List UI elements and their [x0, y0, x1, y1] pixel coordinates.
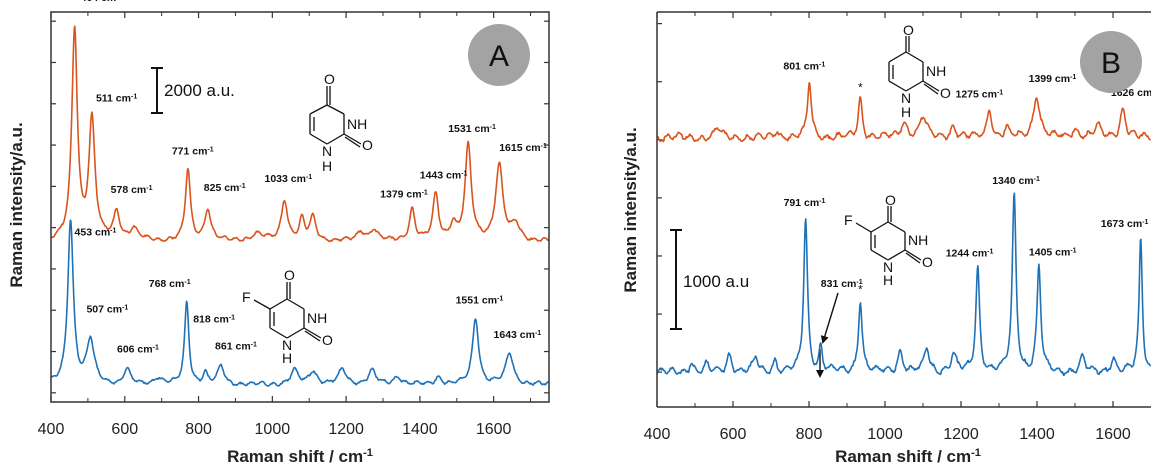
fu-h-b: H: [883, 272, 893, 288]
fu-n-a: N: [282, 337, 292, 353]
panel-b-y-axis-title: Raman intensity/a.u.: [621, 127, 640, 292]
panel-a-plot-area: 400 600 800 1000 1200 1400 1600 464 cm-1 511 cm-…: [38, 0, 824, 438]
panel-b-fluorouracil-structure: [855, 206, 922, 264]
panel-a-peak-label: 507 cm-1: [86, 303, 128, 315]
panel-b-peak-label: 801 cm-1: [783, 60, 825, 72]
panel-a-x-tick-label: 1400: [402, 421, 438, 438]
fu-o-top-a: O: [284, 267, 295, 283]
panel-b-x-tick-label: 1600: [1095, 426, 1131, 443]
panel-a-peak-label: 1443 cm-1: [420, 169, 468, 181]
panel-b-star-marker: *: [858, 81, 863, 95]
uracil-o-top-b: O: [903, 22, 914, 38]
panel-a-peak-label: 606 cm-1: [117, 343, 159, 355]
panel-a: Raman intensity/a.u. Raman shift / cm-1 …: [7, 0, 824, 466]
panel-a-peak-label: 1643 cm-1: [494, 329, 542, 341]
panel-a-peak-label: 771 cm-1: [172, 145, 214, 157]
panel-b-peak-label: 1399 cm-1: [1029, 73, 1077, 85]
panel-b-peak-label: 1405 cm-1: [1029, 247, 1077, 259]
panel-b-peak-label: 1673 cm-1: [1101, 218, 1149, 230]
fu-o-top-b: O: [885, 192, 896, 208]
uracil-o-top-a: O: [324, 71, 335, 87]
panel-a-x-tick-label: 1000: [255, 421, 291, 438]
fu-n-b: N: [883, 259, 893, 275]
panel-b-peak-label: 831 cm-1: [821, 278, 863, 290]
panel-a-y-axis-title: Raman intensity/a.u.: [7, 122, 26, 287]
panel-b-star-marker: *: [858, 282, 863, 296]
panel-a-x-tick-label: 800: [185, 421, 212, 438]
panel-a-peak-label: 1551 cm-1: [456, 295, 504, 307]
panel-a-scale-label: 2000 a.u.: [164, 81, 235, 100]
panel-a-frame: [50, 11, 550, 403]
panel-b-peak-label: 1275 cm-1: [956, 89, 1004, 101]
panel-b-peak-label: 1244 cm-1: [946, 247, 994, 259]
panel-a-series-orange-line: [51, 25, 549, 243]
panel-a-x-tick-label: 1600: [476, 421, 512, 438]
uracil-h-a: H: [322, 158, 332, 174]
uracil-n-a: N: [322, 143, 332, 159]
panel-b-x-tick-label: 400: [644, 426, 671, 443]
panel-a-peak-label: 578 cm-1: [111, 184, 153, 196]
fu-f-a: F: [242, 289, 251, 305]
panel-b-series-blue-line: [657, 192, 1151, 377]
panel-b-plot-area: 400 600 800 1000 1200 1400 1600 801 cm-1 1275 cm…: [644, 12, 1151, 443]
panel-a-scale-bar: 2000 a.u.: [151, 67, 235, 114]
panel-b-x-tick-label: 600: [720, 426, 747, 443]
fu-nh-b: NH: [908, 232, 928, 248]
panel-a-uracil-structure: [309, 86, 362, 148]
panel-b-uracil-structure: [888, 36, 940, 95]
panel-a-x-tick-label: 400: [38, 421, 65, 438]
panel-a-peak-label: 1531 cm-1: [448, 123, 496, 135]
panel-a-x-tick-label: 1200: [328, 421, 364, 438]
panel-a-peak-label: 861 cm-1: [215, 340, 257, 352]
panel-a-series-blue-line: [51, 219, 549, 387]
panel-b-x-tick-label: 1200: [943, 426, 979, 443]
uracil-n-b: N: [901, 90, 911, 106]
panel-a-fluorouracil-structure: [253, 282, 322, 342]
fu-f-b: F: [844, 212, 853, 228]
panel-a-badge: [468, 24, 530, 86]
panel-b-scale-label: 1000 a.u: [683, 272, 749, 291]
panel-b-series-orange-line: [657, 81, 1151, 143]
panel-a-peak-label: 768 cm-1: [149, 278, 191, 290]
uracil-nh-b: NH: [926, 63, 946, 79]
fu-nh-a: NH: [307, 310, 327, 326]
uracil-h-b: H: [901, 104, 911, 120]
panel-a-x-axis-title: Raman shift / cm-1: [227, 447, 373, 466]
panel-b-peak-label: 1340 cm-1: [992, 175, 1040, 187]
panel-b-x-tick-label: 1400: [1019, 426, 1055, 443]
panel-b-peak-label: 791 cm-1: [784, 197, 826, 209]
panel-a-peak-label: 818 cm-1: [193, 313, 235, 325]
panel-a-peak-label: 464 cm-1: [81, 0, 123, 4]
panel-b-badge: [1080, 31, 1142, 93]
panel-b: Raman intensity/a.u. Raman shift / cm-1 …: [621, 11, 1151, 466]
panel-a-peak-label: 825 cm-1: [204, 182, 246, 194]
panel-a-peak-label: 1379 cm-1: [380, 188, 428, 200]
panel-a-peak-label: 511 cm-1: [96, 93, 137, 105]
panel-b-x-tick-label: 1000: [867, 426, 903, 443]
panel-a-letter: A: [489, 40, 509, 73]
panel-b-series-group: [657, 81, 1151, 377]
panel-a-peak-label: 1615 cm-1: [499, 142, 547, 154]
panel-b-scale-bar: 1000 a.u: [670, 229, 749, 330]
panel-a-x-tick-label: 600: [111, 421, 138, 438]
panel-b-arrow-831: [820, 292, 839, 344]
fu-h-a: H: [282, 350, 292, 366]
panel-a-peak-label: 1033 cm-1: [265, 173, 313, 185]
panel-b-x-axis-title: Raman shift / cm-1: [835, 447, 981, 466]
panel-b-x-tick-label: 800: [796, 426, 823, 443]
uracil-nh-a: NH: [347, 116, 367, 132]
panel-a-series-group: [51, 25, 549, 387]
uracil-o-right-a: O: [362, 137, 373, 153]
panel-a-peak-label: 453 cm-1: [75, 226, 117, 238]
uracil-o-right-b: O: [940, 85, 951, 101]
fu-o-right-a: O: [322, 332, 333, 348]
fu-o-right-b: O: [922, 254, 933, 270]
panel-b-letter: B: [1101, 47, 1121, 80]
